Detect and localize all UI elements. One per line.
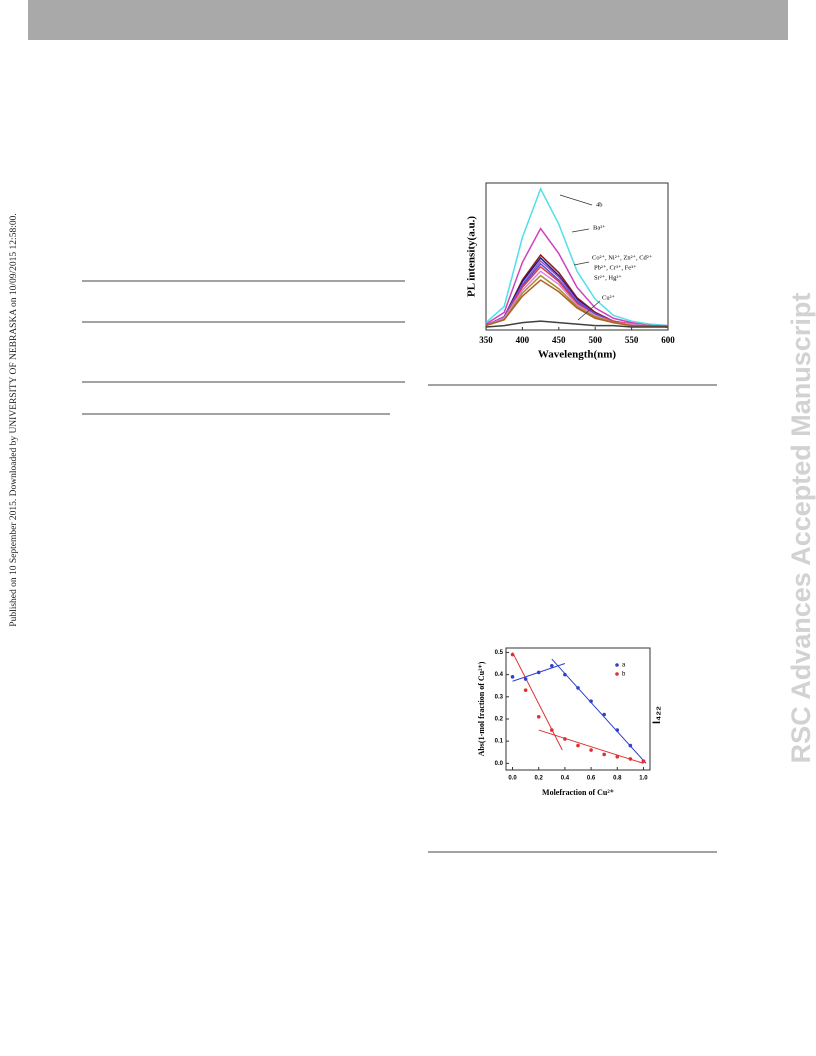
annotation: Co²⁺, Ni²⁺, Zn²⁺, Cd²⁺: [592, 254, 653, 261]
data-point: [602, 752, 606, 757]
annotation: Ba²⁺: [593, 224, 606, 231]
spectrum-line: [485, 253, 669, 328]
x-tick-label: 0.2: [535, 776, 544, 782]
data-point: [628, 757, 633, 761]
annotation: Sr²⁺, Hg²⁺: [594, 274, 622, 281]
pointer: [571, 228, 590, 233]
data-point: [510, 652, 515, 657]
x-tick-label: 400: [516, 335, 530, 345]
y-tick-label: 0.0: [495, 761, 504, 767]
x-tick-label: 500: [588, 335, 602, 345]
y-tick-label: 0.4: [495, 672, 504, 678]
spectrum-line: [485, 270, 669, 328]
x-tick-label: 0.4: [561, 776, 570, 782]
data-point: [576, 686, 580, 690]
x-axis-label: Wavelength(nm): [538, 349, 617, 361]
header-bar: [28, 0, 788, 40]
y-axis-label: Abs(1-mol fraction of Cu²⁺): [477, 661, 486, 756]
fit-line: [512, 652, 563, 751]
data-point: [563, 672, 567, 677]
spectrum-line: [485, 256, 669, 328]
plot-frame: [505, 647, 651, 771]
data-point: [628, 743, 633, 748]
fit-line: [538, 729, 644, 764]
x-tick-label: 450: [552, 335, 566, 345]
y-axis-label: PL intensity(a.u.): [466, 216, 478, 297]
data-point: [576, 743, 580, 748]
y-tick-label: 0.1: [495, 739, 504, 745]
x-tick-label: 0.8: [613, 776, 622, 782]
x-axis-label: Molefraction of Cu²⁺: [542, 788, 614, 797]
x-tick-label: 0.6: [587, 776, 596, 782]
figure: 350 400 450 500 550 600 Wavelength(nm) PL inten…: [466, 182, 675, 361]
spectrum-line: [485, 279, 669, 328]
data-point: [536, 714, 541, 719]
spectrum-line: [485, 227, 668, 327]
data-point: [523, 688, 528, 692]
pointer: [573, 261, 590, 266]
y-tick-label: 0.5: [495, 650, 504, 656]
legend-label: a: [622, 663, 626, 669]
watermark: RSC Advances Accepted Manuscript: [786, 293, 816, 764]
annotation: Pb²⁺, Cr³⁺, Fe³⁺: [594, 264, 637, 271]
data-point: [523, 677, 528, 681]
data-point: [589, 748, 593, 752]
table-rules: [82, 280, 717, 853]
x-tick-label: 0.0: [508, 776, 517, 782]
annotation: Cu²⁺: [602, 294, 616, 301]
data-point: [550, 663, 554, 668]
figure: 0.0 0.2 0.4 0.6 0.8 1.0 0.0 0.1 0.2 0.3 0.4 0.5 Mole…: [477, 647, 663, 797]
data-point: [550, 728, 554, 732]
data-point: [615, 728, 620, 732]
annotation: 4b: [596, 201, 603, 208]
pointer: [559, 194, 593, 206]
plot-frame: [485, 182, 669, 331]
data-point: [602, 712, 606, 717]
spectrum-line: [485, 187, 669, 327]
y-tick-label: 0.2: [495, 717, 504, 723]
spectrum-line: [485, 320, 668, 328]
annotation: I₄₂₂: [651, 706, 663, 724]
legend-label: b: [622, 672, 626, 678]
data-point: [589, 699, 593, 704]
x-tick-label: 350: [479, 335, 493, 345]
data-point: [563, 737, 567, 741]
data-point: [641, 759, 646, 763]
data-point: [615, 754, 620, 759]
sidebar-text: Published on 10 September 2015. Download…: [9, 213, 19, 626]
x-tick-label: 600: [661, 335, 675, 345]
x-tick-label: 550: [625, 335, 639, 345]
x-tick-label: 1.0: [639, 776, 648, 782]
y-tick-label: 0.3: [495, 694, 504, 700]
data-point: [536, 670, 541, 675]
data-point: [510, 675, 515, 679]
legend-marker: [615, 663, 619, 667]
legend-marker: [615, 672, 619, 676]
pointer: [577, 300, 601, 321]
